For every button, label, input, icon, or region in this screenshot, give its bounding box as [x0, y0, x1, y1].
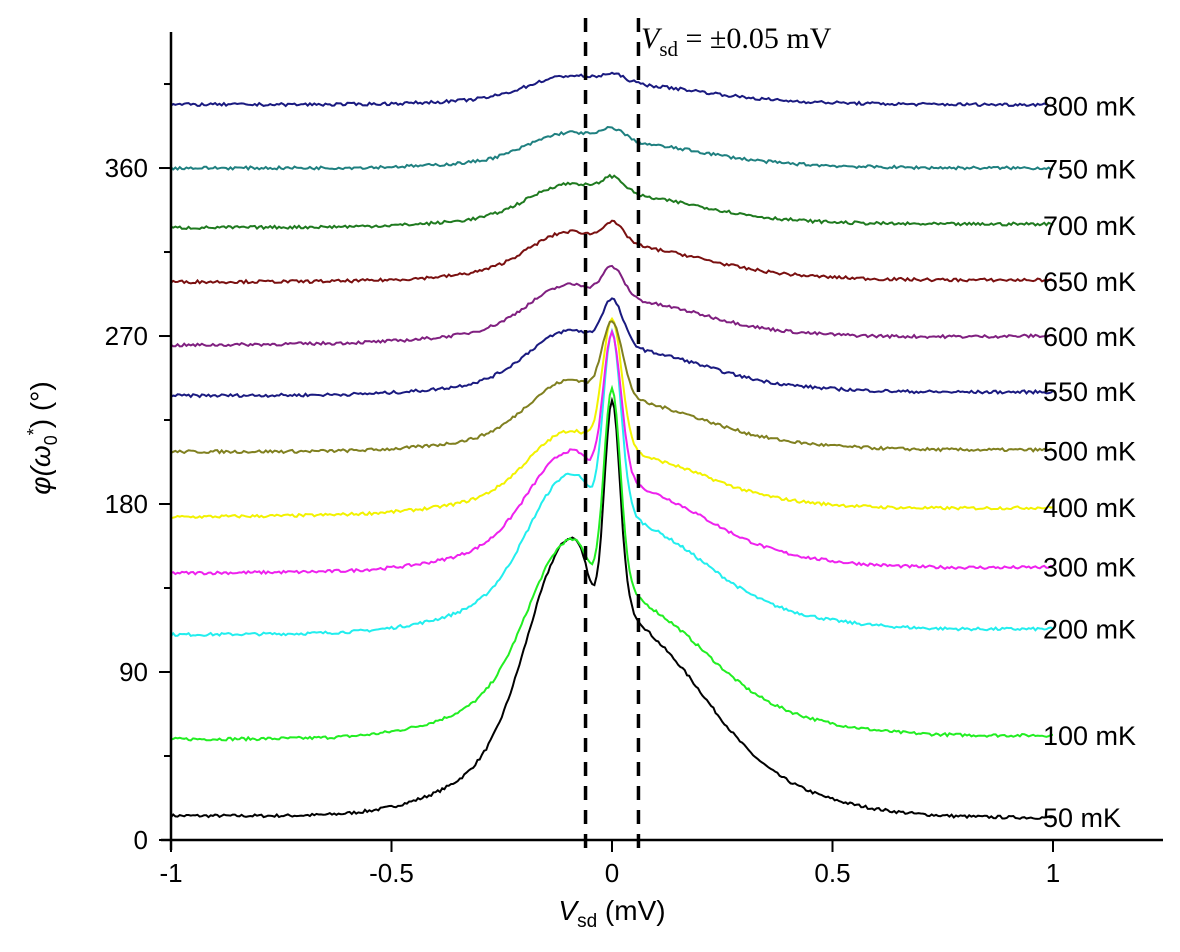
axes [159, 32, 1163, 852]
series-line-50-mk [170, 396, 1054, 820]
reference-lines [583, 18, 641, 850]
series-line-500-mk [170, 320, 1054, 455]
y-tick-label: 90 [119, 657, 148, 687]
y-tick-label: 360 [105, 153, 148, 183]
y-tick-label: 180 [105, 489, 148, 519]
series-line-400-mk [170, 316, 1054, 520]
series-label-500-mk: 500 mK [1043, 436, 1136, 466]
y-axis-title: φ(ω0*) (°) [24, 381, 61, 494]
series-label-600-mk: 600 mK [1043, 322, 1136, 352]
x-tick-label: -0.5 [369, 858, 414, 888]
series-layer [170, 71, 1054, 820]
series-label-50-mk: 50 mK [1043, 803, 1121, 833]
series-label-700-mk: 700 mK [1043, 211, 1136, 241]
series-line-700-mk [170, 173, 1054, 231]
tick-labels: -1 -0.5 0 0.5 1 0 90 180 270 360 [105, 153, 1061, 888]
series-label-100-mk: 100 mK [1043, 721, 1136, 751]
series-label-200-mk: 200 mK [1043, 615, 1136, 645]
series-line-800-mk [170, 71, 1054, 108]
series-line-650-mk [170, 219, 1054, 285]
x-tick-label: 1 [1046, 858, 1060, 888]
series-label-650-mk: 650 mK [1043, 267, 1136, 297]
series-line-100-mk [170, 384, 1054, 742]
series-label-750-mk: 750 mK [1043, 155, 1136, 185]
voltage-annotation: Vsd = ±0.05 mV [641, 22, 832, 61]
x-tick-label: 0 [605, 858, 619, 888]
series-label-400-mk: 400 mK [1043, 493, 1136, 523]
series-line-200-mk [170, 327, 1054, 638]
y-tick-label: 270 [105, 321, 148, 351]
series-labels: 50 mK 100 mK 200 mK 300 mK 400 mK 500 mK 550 m… [1043, 91, 1136, 833]
y-tick-label: 0 [134, 825, 148, 855]
series-label-800-mk: 800 mK [1043, 91, 1136, 121]
series-label-550-mk: 550 mK [1043, 377, 1136, 407]
series-line-550-mk [170, 297, 1054, 399]
x-tick-label: -1 [159, 858, 182, 888]
x-axis-title: Vsd (mV) [558, 895, 665, 932]
series-line-750-mk [170, 125, 1054, 172]
series-label-300-mk: 300 mK [1043, 552, 1136, 582]
series-line-300-mk [170, 328, 1054, 576]
series-line-600-mk [170, 264, 1054, 348]
x-tick-label: 0.5 [814, 858, 850, 888]
